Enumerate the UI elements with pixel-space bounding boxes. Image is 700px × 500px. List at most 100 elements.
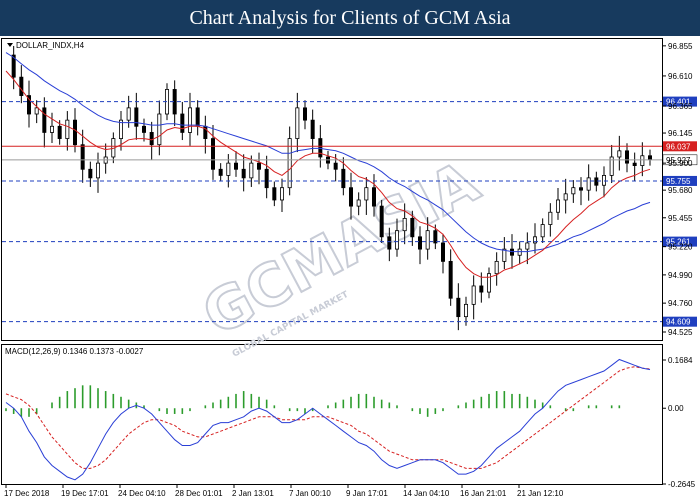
level-price-label: 96.401 xyxy=(666,98,691,107)
time-tick-label: 16 Jan 21:01 xyxy=(460,489,507,498)
price-tick-label: 94.760 xyxy=(668,299,693,308)
candle-bear xyxy=(180,113,185,133)
price-tick-label: 95.900 xyxy=(668,159,693,168)
macd-tick-label: -0.2645 xyxy=(668,480,696,489)
candle-bull xyxy=(50,125,55,133)
candle-bear xyxy=(264,168,269,189)
candle-bull xyxy=(556,199,561,213)
level-price-tag xyxy=(663,236,697,247)
macd-main-line xyxy=(5,358,651,481)
candle-bull xyxy=(402,217,407,232)
candle-bull xyxy=(364,187,369,201)
price-tick-label: 96.145 xyxy=(668,129,693,138)
candle-bull xyxy=(609,156,614,176)
level-price-tag xyxy=(663,316,697,327)
candle-bull xyxy=(502,248,507,262)
chart-canvas: GCMASIA GLOBAL CAPITAL MARKET DOLLAR_IND… xyxy=(1,38,698,498)
candle-bull xyxy=(602,175,607,186)
level-price-tag xyxy=(663,96,697,107)
price-layer xyxy=(5,45,653,331)
level-price-label: 95.261 xyxy=(666,238,691,247)
candle-bull xyxy=(96,162,101,179)
candle-bull xyxy=(356,199,361,207)
moving-average-red xyxy=(5,70,651,278)
candle-bull xyxy=(157,113,162,146)
time-tick-label: 2 Jan 13:01 xyxy=(232,489,274,498)
candle-bull xyxy=(563,193,568,201)
candle-bear xyxy=(272,187,277,201)
candle-bear xyxy=(333,162,338,170)
candle-bear xyxy=(218,168,223,176)
candle-bear xyxy=(632,162,637,166)
candle-bear xyxy=(26,95,31,115)
candle-bear xyxy=(625,150,630,164)
price-tick-label: 95.455 xyxy=(668,214,693,223)
candle-bear xyxy=(440,242,445,262)
candle-bear xyxy=(318,138,323,158)
candle-bear xyxy=(433,230,438,244)
candle-bear xyxy=(648,155,653,160)
macd-pane-frame xyxy=(1,344,663,485)
candle-bear xyxy=(417,236,422,250)
time-axis: 17 Dec 2018 19 Dec 17:01 24 Dec 04:10 28 De… xyxy=(4,484,564,498)
price-tick-label: 94.990 xyxy=(668,271,693,280)
candle-bull xyxy=(126,107,131,121)
time-tick-label: 24 Dec 04:10 xyxy=(118,489,166,498)
candle-bull xyxy=(279,187,284,201)
candle-bear xyxy=(341,168,346,189)
candle-bull xyxy=(525,242,530,250)
candle-bear xyxy=(19,76,24,96)
macd-tick-label: 0.00 xyxy=(668,404,684,413)
chart-banner-title: Chart Analysis for Clients of GCM Asia xyxy=(0,0,700,36)
candle-bull xyxy=(65,119,70,139)
level-price-tag xyxy=(663,141,697,152)
candle-bull xyxy=(617,150,622,158)
candle-bear xyxy=(233,162,238,170)
price-tick-label: 96.610 xyxy=(668,72,693,81)
candle-bear xyxy=(73,119,78,146)
level-layer: 96.401 96.037 95.927 95.755 95.261 94.609 xyxy=(2,96,698,327)
level-price-label: 96.037 xyxy=(666,142,691,151)
level-price-label: 95.755 xyxy=(666,177,691,186)
candle-bear xyxy=(80,144,85,170)
candle-bear xyxy=(594,177,599,186)
candle-bull xyxy=(571,187,576,195)
time-tick-label: 21 Jan 12:10 xyxy=(517,489,564,498)
candle-bear xyxy=(479,285,484,293)
candle-bull xyxy=(187,107,192,133)
candle-bear xyxy=(256,162,261,170)
candle-bull xyxy=(394,230,399,250)
candle-bear xyxy=(302,107,307,121)
candle-bull xyxy=(425,230,430,250)
moving-average-blue xyxy=(5,52,651,253)
price-tick-label: 94.525 xyxy=(668,328,693,337)
candle-bear xyxy=(141,125,146,133)
time-tick-label: 14 Jan 04:10 xyxy=(403,489,450,498)
time-tick-label: 9 Jan 17:01 xyxy=(346,489,388,498)
candle-bull xyxy=(119,119,124,139)
price-axis: 96.855 96.610 96.365 96.145 95.900 95.680 95.4… xyxy=(662,42,693,337)
level-price-tag xyxy=(663,175,697,186)
candle-bear xyxy=(42,107,47,133)
candle-bear xyxy=(448,260,453,299)
symbol-dropdown-icon[interactable] xyxy=(7,43,13,47)
candle-bull xyxy=(249,162,254,179)
candle-bear xyxy=(348,187,353,207)
candle-bear xyxy=(195,107,200,127)
candle-bear xyxy=(387,236,392,250)
candle-bear xyxy=(379,205,384,238)
candle-bear xyxy=(456,297,461,318)
price-tick-label: 95.220 xyxy=(668,243,693,252)
candle-bear xyxy=(241,168,246,179)
macd-signal-line xyxy=(5,366,651,469)
candle-bear xyxy=(371,187,376,207)
price-tick-label: 95.680 xyxy=(668,186,693,195)
level-price-label: 94.609 xyxy=(666,318,691,327)
candle-bull xyxy=(548,211,553,225)
time-tick-label: 28 Dec 01:01 xyxy=(175,489,223,498)
candle-bull xyxy=(533,236,538,244)
candle-bull xyxy=(494,260,499,275)
price-pane-frame xyxy=(1,38,663,341)
candle-bear xyxy=(210,138,215,170)
price-tick-label: 96.855 xyxy=(668,42,693,51)
